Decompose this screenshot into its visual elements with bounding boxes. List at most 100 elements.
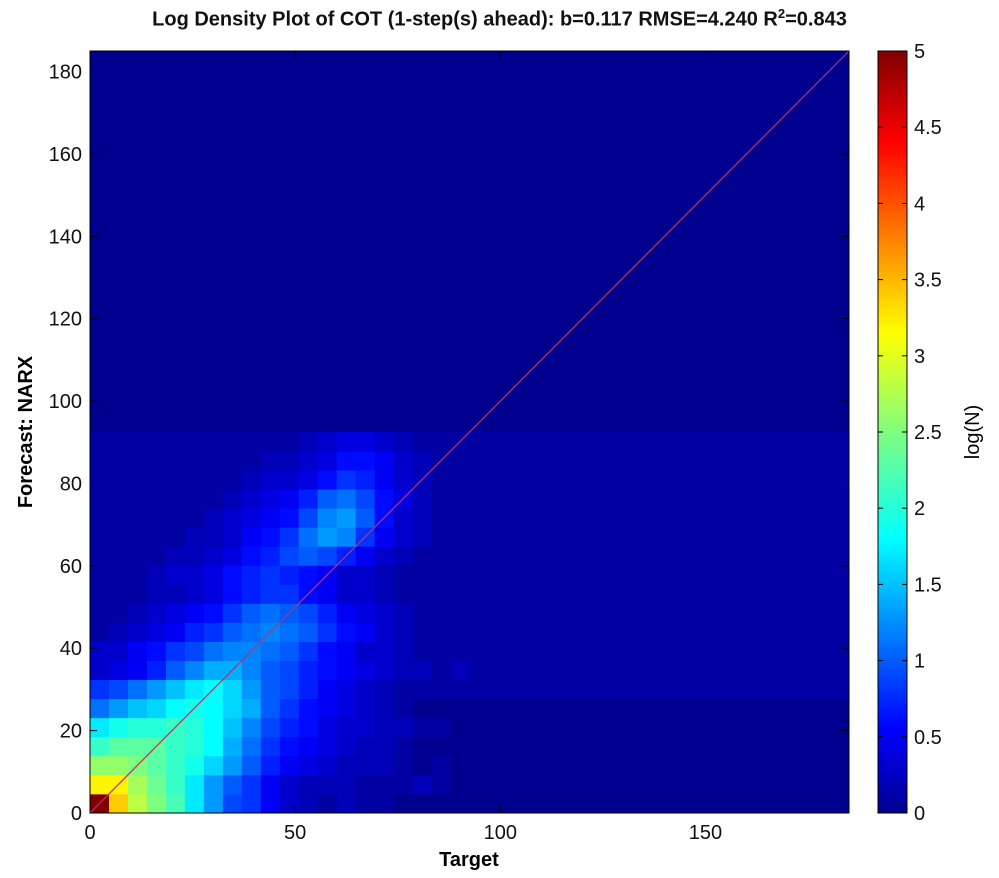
heatmap-cell bbox=[431, 622, 451, 642]
heatmap-cell bbox=[374, 565, 395, 585]
heatmap-cell bbox=[355, 641, 376, 661]
heatmap-cell bbox=[621, 432, 641, 452]
heatmap-cell bbox=[754, 527, 774, 547]
heatmap-cell bbox=[165, 622, 186, 642]
heatmap-cell bbox=[773, 527, 793, 547]
heatmap-cell bbox=[488, 489, 508, 509]
y-tick-label: 40 bbox=[60, 638, 82, 660]
heatmap-cell bbox=[203, 584, 224, 604]
heatmap-cell bbox=[431, 489, 451, 509]
heatmap-cell bbox=[583, 641, 603, 661]
heatmap-cell bbox=[298, 546, 319, 566]
heatmap-cell bbox=[241, 546, 262, 566]
heatmap-cell bbox=[678, 489, 698, 509]
heatmap-cell bbox=[90, 736, 110, 757]
heatmap-cell bbox=[507, 470, 527, 490]
heatmap-cell bbox=[640, 565, 660, 585]
heatmap-cell bbox=[90, 584, 110, 604]
heatmap-cell bbox=[317, 603, 338, 623]
heatmap-cell bbox=[222, 755, 243, 776]
heatmap-cell bbox=[127, 508, 148, 528]
heatmap-cell bbox=[412, 717, 432, 738]
heatmap-cell bbox=[678, 451, 698, 471]
heatmap-cell bbox=[127, 603, 148, 623]
heatmap-cell bbox=[374, 698, 395, 719]
heatmap-cell bbox=[355, 793, 376, 814]
y-tick-label: 0 bbox=[71, 803, 82, 825]
heatmap-cell bbox=[241, 622, 262, 642]
heatmap-cell bbox=[165, 603, 186, 623]
heatmap-cell bbox=[621, 451, 641, 471]
heatmap-cell bbox=[279, 432, 300, 452]
heatmap-cell bbox=[90, 717, 110, 738]
heatmap-cell bbox=[279, 470, 300, 490]
x-axis-label: Target bbox=[439, 849, 499, 871]
heatmap-cell bbox=[621, 546, 641, 566]
heatmap-cell bbox=[469, 603, 489, 623]
heatmap-cell bbox=[279, 546, 300, 566]
heatmap-cell bbox=[298, 641, 319, 661]
y-tick-label: 180 bbox=[49, 62, 82, 84]
heatmap-cell bbox=[412, 565, 432, 585]
heatmap-cell bbox=[792, 508, 812, 528]
heatmap-cell bbox=[336, 660, 357, 681]
y-tick-label: 80 bbox=[60, 473, 82, 495]
heatmap-cell bbox=[583, 527, 603, 547]
heatmap-cell bbox=[203, 527, 224, 547]
heatmap-cell bbox=[507, 432, 527, 452]
heatmap-cell bbox=[374, 546, 395, 566]
heatmap-cell bbox=[279, 793, 300, 814]
heatmap-cell bbox=[374, 489, 395, 509]
heatmap-cell bbox=[222, 698, 243, 719]
y-tick-label: 160 bbox=[49, 144, 82, 166]
heatmap-cell bbox=[260, 432, 281, 452]
heatmap-cell bbox=[431, 584, 451, 604]
heatmap-cell bbox=[279, 489, 300, 509]
heatmap-cell bbox=[108, 603, 129, 623]
heatmap-cell bbox=[298, 755, 319, 776]
heatmap-cell bbox=[659, 660, 679, 681]
heatmap-cell bbox=[754, 451, 774, 471]
heatmap-cell bbox=[811, 432, 831, 452]
heatmap-cell bbox=[811, 622, 831, 642]
heatmap-cell bbox=[412, 641, 432, 661]
heatmap-cell bbox=[450, 489, 470, 509]
heatmap-cell bbox=[317, 451, 338, 471]
heatmap-cell bbox=[165, 451, 186, 471]
heatmap-cell bbox=[735, 603, 755, 623]
heatmap-cell bbox=[602, 660, 622, 681]
colorbar-tick-label: 5 bbox=[914, 41, 925, 63]
heatmap-cell bbox=[659, 679, 679, 700]
heatmap-cell bbox=[716, 432, 736, 452]
heatmap-cell bbox=[412, 451, 432, 471]
heatmap-cell bbox=[678, 432, 698, 452]
heatmap-cell bbox=[203, 565, 224, 585]
heatmap-cell bbox=[678, 603, 698, 623]
heatmap-cell bbox=[260, 679, 281, 700]
heatmap-cell bbox=[754, 546, 774, 566]
heatmap-cell bbox=[431, 508, 451, 528]
heatmap-cell bbox=[716, 641, 736, 661]
heatmap-cell bbox=[222, 736, 243, 757]
heatmap-cell bbox=[165, 755, 186, 776]
heatmap-cell bbox=[393, 698, 413, 719]
heatmap-cell bbox=[393, 603, 413, 623]
heatmap-cell bbox=[222, 717, 243, 738]
heatmap-cell bbox=[203, 698, 224, 719]
heatmap-cell bbox=[222, 603, 243, 623]
heatmap-cell bbox=[184, 565, 205, 585]
heatmap-cell bbox=[279, 508, 300, 528]
heatmap-cell bbox=[260, 603, 281, 623]
heatmap-cell bbox=[545, 432, 565, 452]
heatmap-cell bbox=[127, 717, 148, 738]
heatmap-cell bbox=[90, 432, 110, 452]
heatmap-cell bbox=[184, 546, 205, 566]
heatmap-cell bbox=[203, 432, 224, 452]
x-tick-label: 100 bbox=[484, 822, 517, 844]
heatmap-cell bbox=[659, 527, 679, 547]
heatmap-cell bbox=[735, 527, 755, 547]
heatmap-cell bbox=[336, 432, 357, 452]
heatmap-cell bbox=[469, 470, 489, 490]
heatmap-cell bbox=[336, 679, 357, 700]
heatmap-cell bbox=[108, 489, 129, 509]
